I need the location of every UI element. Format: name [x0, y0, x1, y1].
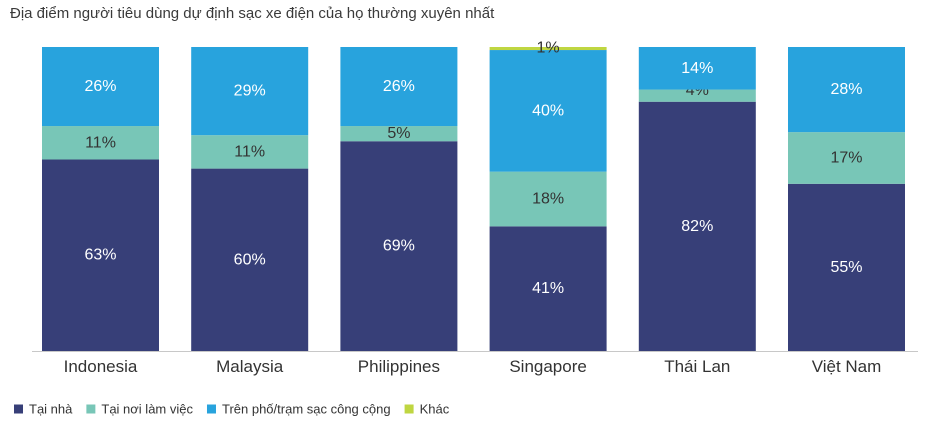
bar-segment [489, 171, 607, 227]
bar-segment [340, 47, 458, 127]
bar-value-label: 29% [234, 83, 266, 100]
bar-segment [788, 47, 905, 133]
legend-swatch [206, 404, 216, 414]
bar-value-label: 55% [830, 259, 862, 276]
legend-label: Tại nơi làm việc [101, 402, 193, 417]
bar-segment [340, 126, 458, 142]
bar-segment [489, 226, 607, 351]
legend-swatch [86, 404, 96, 414]
x-tick-label: Indonesia [64, 357, 138, 376]
bar-segment [42, 47, 159, 127]
x-tick-label: Việt Nam [812, 357, 882, 376]
bar-value-label: 18% [532, 191, 564, 208]
x-tick-label: Philippines [358, 357, 440, 376]
x-tick-label: Singapore [509, 357, 587, 376]
bar-value-label: 11% [234, 143, 265, 160]
bar-segment [191, 135, 309, 169]
chart-title: Địa điểm người tiêu dùng dự định sạc xe … [10, 5, 495, 22]
bar-segment [191, 168, 309, 351]
bar-segment [489, 47, 607, 51]
legend-swatch [404, 404, 414, 414]
bar-segment [788, 183, 905, 351]
bar-value-label: 69% [383, 238, 415, 255]
bar-segment [489, 50, 607, 172]
bar-value-label: 17% [830, 149, 862, 166]
bar-value-label: 40% [532, 102, 564, 119]
legend-label: Khác [420, 402, 450, 417]
legend-swatch [14, 404, 23, 414]
bar-segment [340, 141, 458, 351]
x-tick-label: Malaysia [216, 357, 284, 376]
bar-value-label: 1% [537, 40, 560, 57]
bar-value-label: 26% [383, 78, 415, 95]
bar-value-label: 63% [84, 247, 116, 264]
legend-label: Trên phố/trạm sạc công cộng [222, 402, 391, 417]
bar-value-label: 11% [85, 134, 116, 151]
bar-value-label: 82% [681, 218, 713, 235]
bar-value-label: 14% [681, 60, 713, 77]
bar-value-label: 41% [532, 280, 564, 297]
bar-value-label: 5% [387, 125, 410, 142]
bar-value-label: 28% [830, 81, 862, 98]
bar-value-label: 60% [234, 251, 266, 268]
bar-segment [191, 47, 309, 136]
bar-segment [42, 126, 159, 160]
bar-segment [42, 159, 159, 351]
bar-segment [638, 101, 756, 351]
bar-segment [788, 132, 905, 184]
bar-segment [638, 89, 756, 102]
legend-label: Tại nhà [29, 402, 73, 417]
bar-value-label: 26% [84, 78, 116, 95]
x-tick-label: Thái Lan [664, 357, 730, 376]
bar-segment [638, 47, 756, 90]
